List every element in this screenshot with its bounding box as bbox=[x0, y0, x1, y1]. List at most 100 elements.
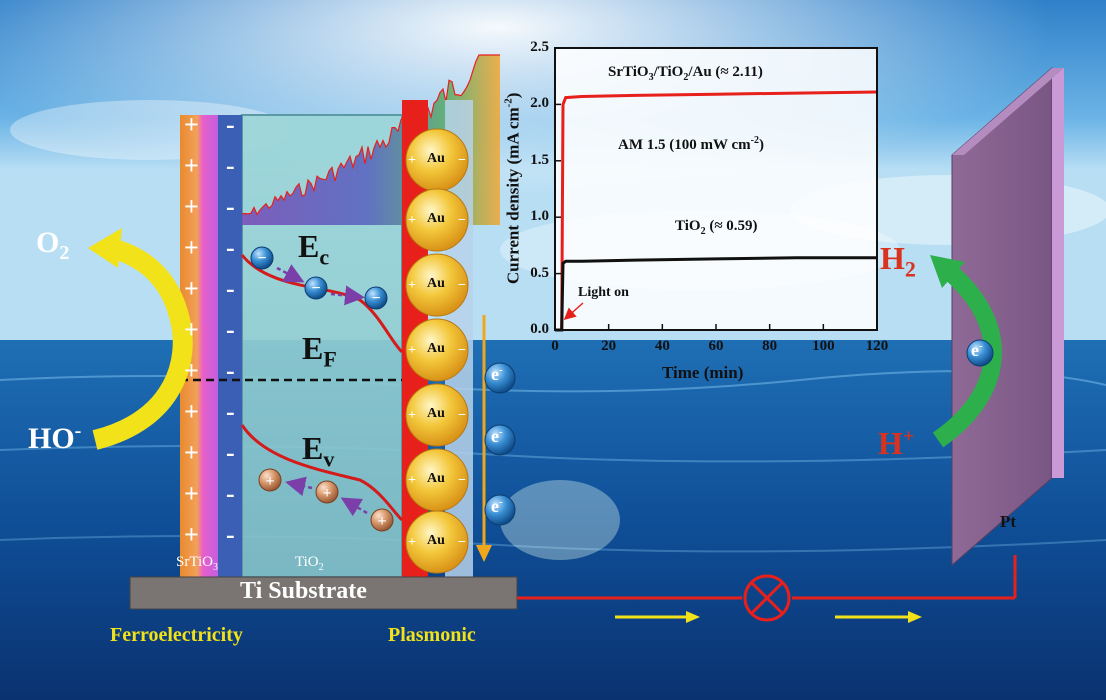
chart-y-tick-label: 0.0 bbox=[530, 321, 549, 337]
electron-ball bbox=[484, 362, 516, 394]
hole-ball bbox=[315, 480, 339, 504]
positive-charge-sign: + bbox=[184, 315, 199, 344]
hole-flow-arrow bbox=[340, 497, 368, 517]
svg-text:−: − bbox=[458, 278, 466, 293]
srtio3-label: SrTiO3 bbox=[176, 554, 218, 573]
ti-substrate bbox=[129, 576, 518, 610]
positive-charge-sign: + bbox=[184, 274, 199, 303]
negative-charge-sign: - bbox=[226, 151, 235, 180]
negative-charge-sign: - bbox=[226, 438, 235, 467]
au-label: Au bbox=[427, 533, 445, 548]
chart-series-line-1 bbox=[555, 256, 877, 332]
chart-x-tick-label: 100 bbox=[812, 338, 835, 354]
svg-text:−: − bbox=[458, 473, 466, 488]
au-label: Au bbox=[427, 151, 445, 166]
absorption-spectrum-line bbox=[235, 54, 500, 221]
svg-text:+: + bbox=[408, 473, 416, 488]
au-nanoparticles: + − + − + − + − + − + − + − bbox=[405, 128, 469, 574]
tio2-label: TiO2 bbox=[295, 554, 324, 573]
electron-flow-arrow bbox=[330, 285, 365, 306]
chart-x-tick-label: 0 bbox=[551, 338, 559, 354]
electron-ball bbox=[364, 286, 388, 310]
chart-annotation-tio2: TiO2 (≈ 0.59) bbox=[675, 218, 758, 237]
positive-charge-sign: + bbox=[184, 479, 199, 508]
positive-charge-sign: + bbox=[184, 520, 199, 549]
chart-x-axis-label: Time (min) bbox=[662, 363, 744, 382]
chart-series-line-0 bbox=[555, 90, 878, 332]
positive-charge-sign: + bbox=[184, 110, 199, 139]
positive-charge-sign: + bbox=[184, 233, 199, 262]
au-label: Au bbox=[427, 471, 445, 486]
ev-label: Ev bbox=[302, 430, 335, 472]
electron-symbol: e- bbox=[491, 426, 503, 446]
positive-charge-sign: + bbox=[184, 438, 199, 467]
svg-text:−: − bbox=[371, 290, 380, 307]
au-nanoparticle bbox=[405, 383, 469, 447]
ec-label: Ec bbox=[298, 228, 330, 270]
svg-text:+: + bbox=[265, 473, 274, 490]
electron-symbol: e- bbox=[971, 340, 983, 360]
polarization-layer bbox=[218, 115, 242, 577]
au-nanoparticle bbox=[405, 188, 469, 252]
svg-text:+: + bbox=[377, 513, 386, 530]
chart-x-tick-label: 120 bbox=[865, 338, 889, 354]
svg-text:+: + bbox=[408, 278, 416, 293]
hole-ball bbox=[258, 468, 282, 492]
negative-charge-sign: - bbox=[226, 479, 235, 508]
chart-annotation-srtio3: SrTiO3/TiO2/Au (≈ 2.11) bbox=[608, 64, 763, 83]
hplus-label: H+ bbox=[878, 425, 915, 461]
pt-electrode-side bbox=[1052, 68, 1064, 478]
chart-y-tick-label: 2.0 bbox=[530, 95, 549, 112]
svg-text:−: − bbox=[458, 535, 466, 550]
svg-text:−: − bbox=[257, 250, 266, 267]
negative-charge-sign: - bbox=[226, 233, 235, 262]
h2-label: H2 bbox=[880, 240, 916, 282]
svg-text:−: − bbox=[311, 280, 320, 297]
svg-text:−: − bbox=[458, 408, 466, 423]
positive-charge-sign: + bbox=[184, 192, 199, 221]
electron-ball bbox=[484, 494, 516, 526]
svg-text:+: + bbox=[408, 343, 416, 358]
chart-y-tick-label: 0.5 bbox=[530, 264, 549, 281]
negative-charge-sign: - bbox=[226, 110, 235, 139]
negative-charge-sign: - bbox=[226, 315, 235, 344]
negative-charge-sign: - bbox=[226, 274, 235, 303]
ferroelectricity-label: Ferroelectricity bbox=[110, 624, 243, 646]
svg-text:+: + bbox=[408, 408, 416, 423]
negative-charge-sign: - bbox=[226, 192, 235, 221]
au-nanoparticle bbox=[405, 253, 469, 317]
electron-ball bbox=[304, 276, 328, 300]
hole-flow-arrow bbox=[285, 476, 313, 497]
au-label: Au bbox=[427, 341, 445, 356]
chart-y-tick-label: 1.0 bbox=[530, 208, 549, 225]
valence-band-curve bbox=[240, 424, 404, 522]
electron-ball bbox=[250, 246, 274, 270]
au-nanoparticle bbox=[405, 510, 469, 574]
pt-label: Pt bbox=[1000, 512, 1017, 531]
light-glow bbox=[500, 480, 620, 560]
svg-text:−: − bbox=[458, 213, 466, 228]
light-on-arrow bbox=[563, 302, 584, 320]
au-label: Au bbox=[427, 276, 445, 291]
ammeter-icon bbox=[743, 574, 791, 622]
electron-symbol: e- bbox=[491, 364, 503, 384]
electron-flow-arrow bbox=[276, 264, 305, 283]
au-label: Au bbox=[427, 211, 445, 226]
chart-y-axis-label: Current density (mA cm-2) bbox=[502, 92, 523, 285]
negative-charge-sign: - bbox=[226, 356, 235, 385]
electron-symbol: e- bbox=[491, 496, 503, 516]
ef-label: EF bbox=[302, 330, 337, 372]
au-nanoparticle bbox=[405, 318, 469, 382]
o2-evolution-arrow bbox=[92, 238, 193, 450]
substrate-label: Ti Substrate bbox=[240, 578, 367, 604]
chart-x-tick-label: 80 bbox=[762, 338, 778, 354]
ho-label: HO- bbox=[28, 420, 82, 455]
svg-text:+: + bbox=[322, 485, 331, 502]
chart-y-tick-label: 1.5 bbox=[530, 151, 549, 168]
positive-charge-sign: + bbox=[184, 356, 199, 385]
positive-charge-sign: + bbox=[184, 397, 199, 426]
negative-charge-sign: - bbox=[226, 397, 235, 426]
electron-ball bbox=[484, 424, 516, 456]
svg-text:+: + bbox=[408, 153, 416, 168]
chart-annotation-light-on: Light on bbox=[578, 285, 629, 300]
